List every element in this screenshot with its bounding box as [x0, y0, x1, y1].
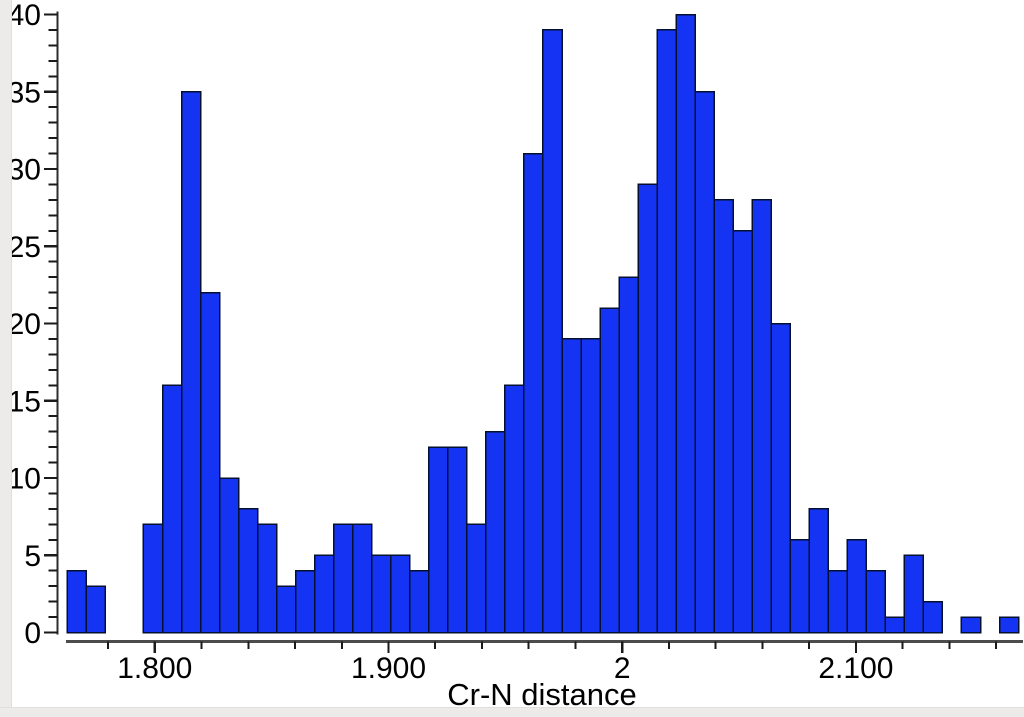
x-axis-tick-label: 2 — [614, 652, 631, 685]
histogram-bar — [599, 307, 620, 634]
histogram-bar — [675, 13, 696, 634]
histogram-bar — [922, 600, 944, 634]
y-axis-tick-label: 35 — [8, 76, 41, 109]
left-margin-strip — [0, 0, 12, 717]
histogram-bar — [751, 199, 772, 634]
histogram-bar — [865, 569, 887, 634]
x-axis-tick-label: 1.800 — [117, 652, 192, 685]
bottom-margin-strip — [0, 707, 1024, 717]
histogram-bar — [466, 523, 487, 634]
y-axis-tick-label: 30 — [8, 154, 41, 187]
histogram-bar — [199, 291, 221, 634]
histogram-bar — [903, 554, 925, 634]
histogram-bar — [808, 508, 830, 634]
histogram-bar — [713, 199, 734, 634]
histogram-bar — [390, 554, 411, 634]
histogram-bar — [884, 616, 906, 634]
x-axis-title: Cr-N distance — [447, 677, 637, 712]
y-axis-tick-label: 5 — [24, 540, 41, 573]
histogram-bar — [66, 569, 88, 634]
histogram-bar — [542, 29, 563, 634]
histogram-bars — [66, 13, 1020, 634]
histogram-bar — [332, 523, 354, 634]
histogram-bar — [485, 430, 506, 634]
histogram-bar — [351, 523, 373, 634]
histogram-bar — [618, 276, 639, 634]
histogram-bar — [827, 569, 849, 634]
histogram-bar — [218, 477, 240, 634]
histogram-bar — [561, 338, 582, 634]
histogram-bar — [580, 338, 601, 634]
histogram-bar — [237, 508, 259, 634]
histogram-bar — [371, 554, 392, 634]
histogram-bar — [85, 585, 107, 634]
x-axis-tick-label: 2.100 — [818, 652, 893, 685]
histogram-bar — [256, 523, 278, 634]
histogram-bar — [294, 569, 316, 634]
histogram-bar — [142, 523, 164, 634]
histogram-bar — [960, 616, 982, 634]
y-axis-tick-label: 25 — [8, 231, 41, 264]
histogram-bar — [275, 585, 297, 634]
histogram-bar — [637, 183, 658, 634]
x-axis-tick-label: 1.900 — [351, 652, 426, 685]
histogram-bar — [428, 446, 449, 634]
y-axis-tick-label: 40 — [8, 0, 41, 32]
histogram-bar — [313, 554, 335, 634]
histogram-bar — [523, 152, 544, 634]
histogram-bar — [409, 569, 430, 634]
histogram-bar — [656, 29, 677, 634]
y-axis-tick-label: 10 — [8, 463, 41, 496]
y-axis-tick-label: 15 — [8, 385, 41, 418]
histogram-bar — [770, 322, 792, 634]
histogram-bar — [846, 539, 868, 634]
histogram-bar — [694, 91, 715, 634]
histogram-bar — [161, 384, 183, 634]
histogram-bar — [789, 539, 811, 634]
histogram-bar — [447, 446, 468, 634]
histogram-bar — [998, 616, 1020, 634]
histogram-bar — [732, 230, 753, 634]
histogram-bar — [180, 91, 202, 634]
y-axis-tick-label: 0 — [24, 617, 41, 650]
histogram-bar — [504, 384, 525, 634]
y-axis-tick-label: 20 — [8, 308, 41, 341]
